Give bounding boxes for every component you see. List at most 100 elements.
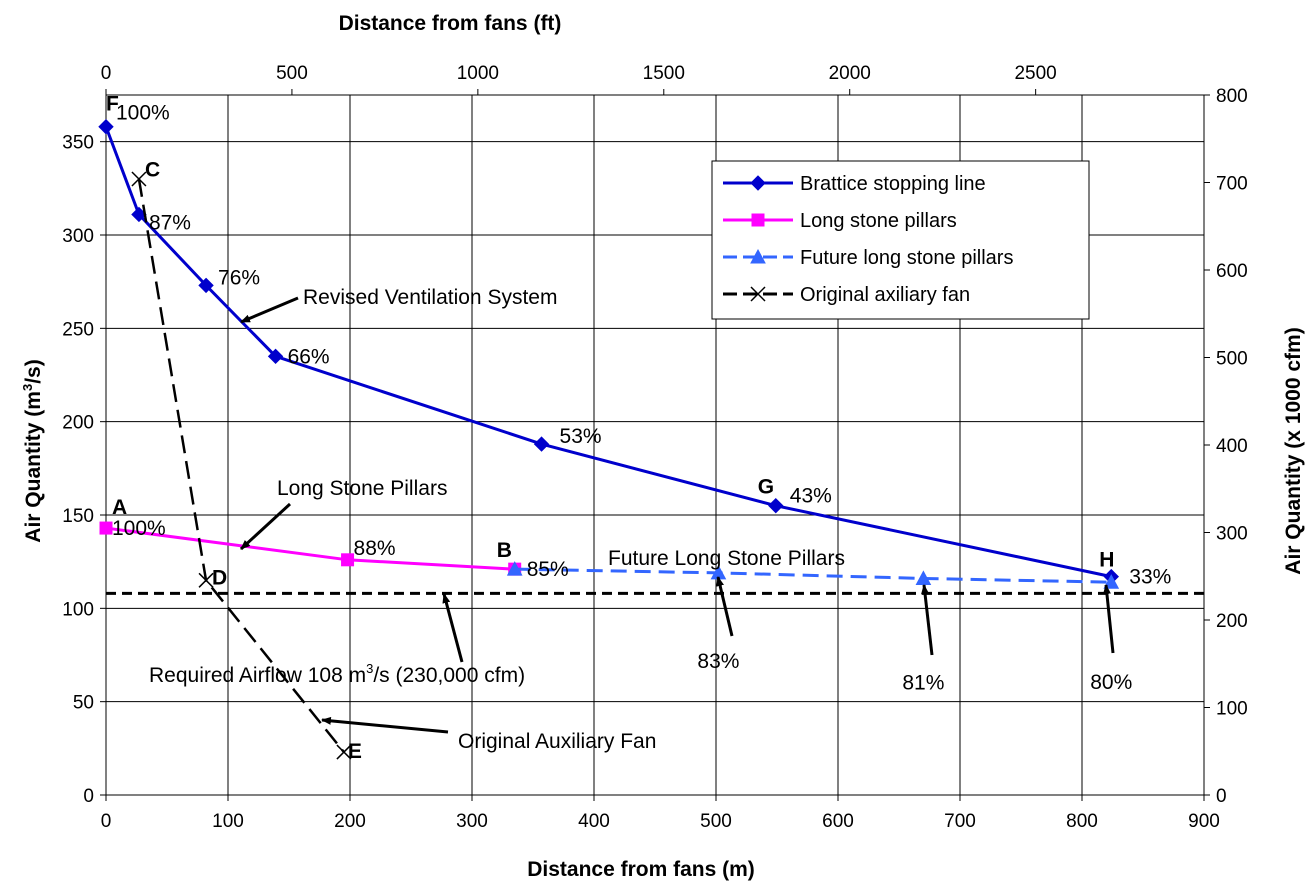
legend-label-brattice-stopping-line: Brattice stopping line [800, 173, 986, 195]
tick-label-bottom: 600 [822, 811, 854, 832]
legend-marker-long-stone-pillars [751, 213, 765, 227]
series-point-original-axiliary-fan [131, 171, 147, 187]
annotations: Revised Ventilation System Long Stone Pi… [149, 286, 1115, 753]
annotation-required: Required Airflow 108 m3/s (230,000 cfm) [149, 661, 525, 687]
required-sup: 3 [366, 661, 373, 676]
required-post: /s (230,000 cfm) [373, 664, 525, 687]
point-letter-c: C [145, 158, 160, 181]
percent-label: 85% [527, 558, 569, 581]
tick-label-bottom: 500 [700, 811, 732, 832]
annotation-revised: Revised Ventilation System [303, 286, 557, 309]
legend-marker-original-axiliary-fan [750, 286, 766, 302]
point-letter-f: F [106, 93, 119, 116]
legend: Brattice stopping line Long stone pillars… [711, 160, 1090, 320]
arrow-long-stone [239, 502, 292, 551]
tick-label-top: 1500 [643, 63, 685, 84]
percent-label: 87% [149, 211, 191, 234]
point-letters: F C A B D E G H [106, 93, 1114, 763]
legend-marker-future-long-stone-pillars [750, 248, 766, 264]
percent-labels: 100% 87% 76% 66% 53% 43% 33% 100% 88% 85% 83% 81% 80… [112, 102, 1171, 695]
tick-label-left: 250 [62, 319, 94, 340]
tick-label-left: 300 [62, 226, 94, 247]
legend-label-long-stone-pillars: Long stone pillars [800, 210, 957, 232]
series-point-brattice-stopping-line [98, 119, 114, 135]
percent-label: 80% [1090, 671, 1132, 694]
tick-label-left: 0 [83, 786, 94, 807]
tick-label-bottom: 100 [212, 811, 244, 832]
tick-label-right: 0 [1216, 786, 1227, 807]
annotation-long-stone: Long Stone Pillars [277, 477, 447, 500]
arrow-revised [240, 296, 299, 324]
tick-label-left: 350 [62, 133, 94, 154]
tick-label-right: 200 [1216, 611, 1248, 632]
arrow-80 [1102, 584, 1115, 654]
tick-label-top: 2500 [1014, 63, 1056, 84]
tick-label-right: 500 [1216, 349, 1248, 370]
annotation-original-fan: Original Auxiliary Fan [458, 730, 656, 753]
series-point-brattice-stopping-line [533, 436, 550, 452]
point-letter-e: E [348, 740, 362, 763]
series-point-original-axiliary-fan-b [131, 171, 147, 187]
percent-label: 53% [560, 425, 602, 448]
series-point-long-stone-pillars [99, 521, 113, 535]
tick-label-bottom: 800 [1066, 811, 1098, 832]
legend-entries: Brattice stopping line Long stone pillars… [723, 173, 1013, 306]
tick-label-bottom: 900 [1188, 811, 1220, 832]
percent-label: 33% [1129, 566, 1171, 589]
point-letter-g: G [758, 476, 774, 499]
tick-label-left: 50 [73, 693, 94, 714]
tick-label-bottom: 0 [101, 811, 112, 832]
tick-label-bottom: 400 [578, 811, 610, 832]
series-point-original-axiliary-fan-b [198, 572, 214, 588]
series-line-future-long-stone-pillars [514, 567, 1112, 584]
point-letter-b: B [497, 539, 512, 562]
tick-label-left: 100 [62, 599, 94, 620]
series-line-long-stone-pillars [105, 526, 515, 571]
tick-label-top: 1000 [457, 63, 499, 84]
left-axis-title-sup: 3 [20, 384, 35, 391]
plot-frame [105, 94, 1205, 796]
legend-marker-original-axiliary-fan-b [750, 286, 766, 302]
tick-label-right: 700 [1216, 174, 1248, 195]
arrow-original-fan [321, 716, 449, 734]
required-pre: Required Airflow 108 m [149, 664, 366, 687]
right-axis-title: Air Quantity (x 1000 cfm) [1282, 327, 1305, 574]
percent-label: 76% [218, 266, 260, 289]
arrow-81 [921, 584, 934, 656]
tick-label-right: 300 [1216, 524, 1248, 545]
tick-label-top: 0 [101, 63, 112, 84]
percent-label: 81% [902, 671, 944, 694]
tick-label-bottom: 700 [944, 811, 976, 832]
point-letter-a: A [112, 496, 127, 519]
left-axis-title-end: /s) [22, 359, 45, 384]
tick-label-left: 200 [62, 413, 94, 434]
series-point-brattice-stopping-line [198, 277, 214, 294]
percent-label: 66% [288, 345, 330, 368]
series-point-original-axiliary-fan [336, 744, 352, 760]
legend-marker-brattice-stopping-line [750, 175, 766, 191]
percent-label: 88% [354, 537, 396, 560]
top-axis-title: Distance from fans (ft) [339, 12, 562, 35]
tick-label-right: 100 [1216, 699, 1248, 720]
annotation-future: Future Long Stone Pillars [608, 547, 845, 570]
percent-label: 100% [112, 517, 166, 540]
series-point-original-axiliary-fan-b [336, 744, 352, 760]
series-point-original-axiliary-fan [198, 572, 214, 588]
left-axis-title: Air Quantity (m3/s) [20, 359, 45, 542]
series-point-brattice-stopping-line [267, 348, 284, 365]
percent-label: 100% [116, 102, 170, 125]
percent-label: 83% [697, 650, 739, 673]
left-axis-title-main: Air Quantity (m [22, 391, 45, 543]
series-point-brattice-stopping-line [768, 497, 784, 514]
arrow-required [442, 593, 464, 663]
bottom-axis-title: Distance from fans (m) [527, 858, 755, 881]
tick-label-right: 600 [1216, 261, 1248, 282]
legend-label-original-axiliary-fan: Original axiliary fan [800, 284, 970, 306]
arrow-83 [716, 576, 734, 637]
series-point-long-stone-pillars [341, 553, 355, 567]
series-layer [98, 119, 1120, 760]
tick-label-bottom: 200 [334, 811, 366, 832]
point-letter-h: H [1099, 549, 1114, 572]
series-point-future-long-stone-pillars [506, 561, 523, 576]
